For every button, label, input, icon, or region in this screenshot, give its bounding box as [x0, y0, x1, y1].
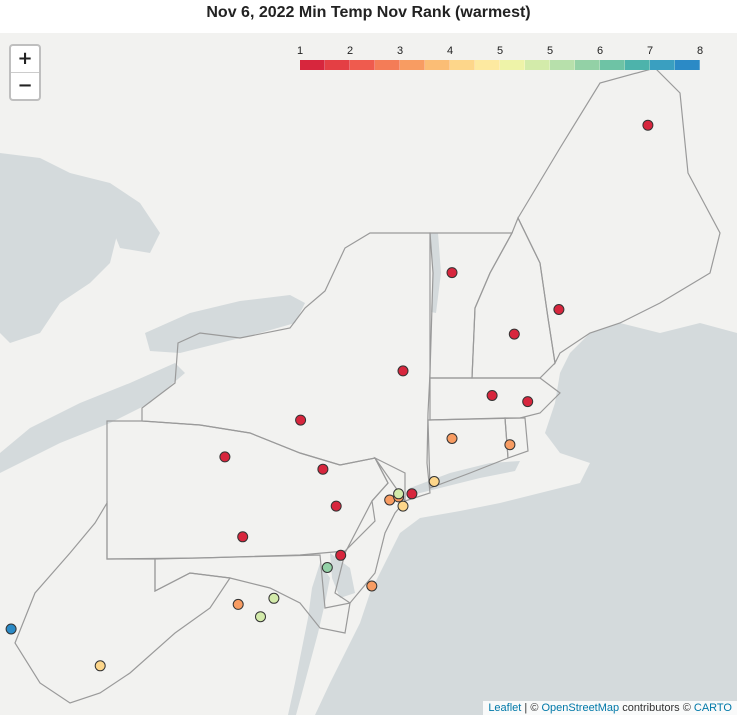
- station-marker-27[interactable]: [6, 624, 16, 634]
- legend-tick-0: 1: [297, 45, 303, 57]
- station-marker-12[interactable]: [407, 489, 417, 499]
- map-container[interactable]: + − 1 2 3 4 5 5 6 7 8 Leaflet | © OpenStreetMap …: [0, 33, 737, 715]
- zoom-control: + −: [9, 44, 41, 101]
- legend-swatch-14: [650, 60, 675, 70]
- legend-tick-7: 7: [647, 45, 653, 57]
- carto-link[interactable]: CARTO: [694, 702, 732, 714]
- legend-swatch-13: [625, 60, 650, 70]
- legend-swatch-5: [425, 60, 450, 70]
- station-marker-10[interactable]: [331, 501, 341, 511]
- legend-swatch-1: [325, 60, 350, 70]
- station-marker-5[interactable]: [487, 391, 497, 401]
- legend-color-bar: [300, 60, 700, 70]
- station-marker-21[interactable]: [398, 501, 408, 511]
- legend-swatch-3: [375, 60, 400, 70]
- station-marker-26[interactable]: [322, 563, 332, 573]
- leaflet-link[interactable]: Leaflet: [488, 702, 521, 714]
- legend-tick-labels: 1 2 3 4 5 5 6 7 8: [300, 45, 700, 59]
- legend-tick-3: 4: [447, 45, 453, 57]
- station-marker-17[interactable]: [367, 581, 377, 591]
- station-marker-9[interactable]: [318, 464, 328, 474]
- legend-tick-1: 2: [347, 45, 353, 57]
- station-marker-20[interactable]: [429, 477, 439, 487]
- zoom-in-button[interactable]: +: [11, 46, 39, 73]
- station-marker-25[interactable]: [256, 612, 266, 622]
- station-marker-8[interactable]: [220, 452, 230, 462]
- legend-swatch-8: [500, 60, 525, 70]
- station-marker-24[interactable]: [269, 593, 279, 603]
- station-marker-18[interactable]: [233, 599, 243, 609]
- page-title: Nov 6, 2022 Min Temp Nov Rank (warmest): [0, 0, 737, 32]
- station-marker-7[interactable]: [296, 415, 306, 425]
- legend-tick-4: 5: [497, 45, 503, 57]
- zoom-out-button[interactable]: −: [11, 73, 39, 99]
- station-marker-1[interactable]: [447, 268, 457, 278]
- station-marker-11[interactable]: [238, 532, 248, 542]
- station-marker-4[interactable]: [398, 366, 408, 376]
- station-marker-2[interactable]: [509, 329, 519, 339]
- attribution-mid: contributors ©: [619, 702, 694, 714]
- station-markers: [0, 33, 737, 715]
- legend-swatch-0: [300, 60, 325, 70]
- station-marker-15[interactable]: [505, 440, 515, 450]
- legend-swatch-9: [525, 60, 550, 70]
- station-marker-6[interactable]: [523, 397, 533, 407]
- legend-tick-2: 3: [397, 45, 403, 57]
- station-marker-3[interactable]: [554, 305, 564, 315]
- station-marker-0[interactable]: [643, 120, 653, 130]
- legend-swatch-15: [675, 60, 700, 70]
- legend-swatch-11: [575, 60, 600, 70]
- osm-link[interactable]: OpenStreetMap: [541, 702, 619, 714]
- legend-swatch-12: [600, 60, 625, 70]
- attribution: Leaflet | © OpenStreetMap contributors ©…: [483, 701, 737, 715]
- legend-swatch-4: [400, 60, 425, 70]
- station-marker-14[interactable]: [447, 434, 457, 444]
- legend-tick-5: 5: [547, 45, 553, 57]
- legend-swatch-7: [475, 60, 500, 70]
- legend-swatch-10: [550, 60, 575, 70]
- legend-swatch-2: [350, 60, 375, 70]
- station-marker-13[interactable]: [336, 550, 346, 560]
- station-marker-22[interactable]: [95, 661, 105, 671]
- attribution-sep: | ©: [521, 702, 541, 714]
- legend-tick-6: 6: [597, 45, 603, 57]
- legend-swatch-6: [450, 60, 475, 70]
- station-marker-23[interactable]: [394, 489, 404, 499]
- legend-tick-8: 8: [697, 45, 703, 57]
